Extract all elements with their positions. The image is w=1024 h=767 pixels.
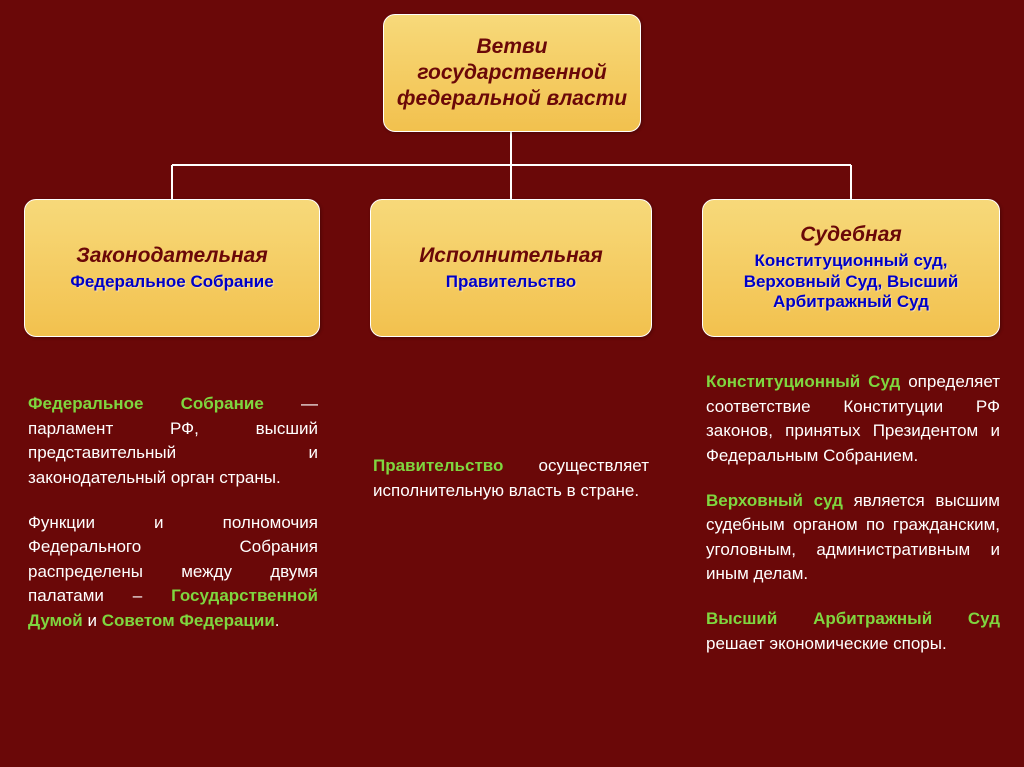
branch-title: Судебная: [800, 223, 902, 247]
branch-title: Законодательная: [76, 244, 267, 268]
keyword: Правительство: [373, 456, 503, 475]
branch-subtitle: Федеральное Собрание: [70, 272, 273, 292]
branch-subtitle: Конституционный суд, Верховный Суд, Высш…: [715, 251, 987, 312]
desc-paragraph: Конституционный Суд определяет соответст…: [706, 370, 1000, 469]
desc-text: .: [275, 611, 280, 630]
branch-legislative: Законодательная Федеральное Собрание: [24, 199, 320, 337]
desc-legislative: Федеральное Собрание — парламент РФ, выс…: [28, 392, 318, 654]
desc-paragraph: Правительство осуществляет исполнительну…: [373, 454, 649, 503]
desc-text: и: [83, 611, 102, 630]
keyword: Высший Арбитражный Суд: [706, 609, 1000, 628]
keyword: Советом Федерации: [102, 611, 275, 630]
branch-judicial: Судебная Конституционный суд, Верховный …: [702, 199, 1000, 337]
desc-text: решает экономические споры.: [706, 634, 947, 653]
keyword: Федеральное Собрание: [28, 394, 264, 413]
desc-executive: Правительство осуществляет исполнительну…: [373, 454, 649, 523]
desc-paragraph: Верховный суд является высшим судебным о…: [706, 489, 1000, 588]
root-node: Ветви государственной федеральной власти: [383, 14, 641, 132]
desc-paragraph: Высший Арбитражный Суд решает экономичес…: [706, 607, 1000, 656]
branch-subtitle: Правительство: [446, 272, 576, 292]
desc-paragraph: Функции и полномочия Федерального Собран…: [28, 511, 318, 634]
keyword: Верховный суд: [706, 491, 843, 510]
branch-title: Исполнительная: [419, 244, 603, 268]
root-title: Ветви государственной федеральной власти: [394, 34, 630, 113]
desc-paragraph: Федеральное Собрание — парламент РФ, выс…: [28, 392, 318, 491]
desc-judicial: Конституционный Суд определяет соответст…: [706, 370, 1000, 676]
branch-executive: Исполнительная Правительство: [370, 199, 652, 337]
keyword: Конституционный Суд: [706, 372, 900, 391]
